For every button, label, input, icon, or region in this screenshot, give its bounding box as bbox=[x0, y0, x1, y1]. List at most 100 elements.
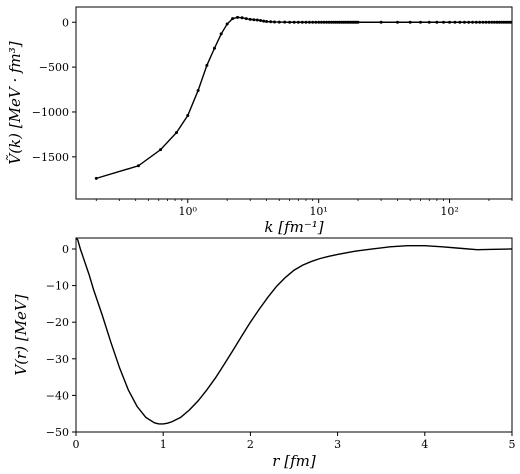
y-tick-label: −20 bbox=[46, 316, 69, 329]
y-tick-label: −10 bbox=[46, 280, 69, 293]
x-axis-label: r [fm] bbox=[272, 452, 316, 470]
data-point bbox=[265, 20, 269, 24]
y-tick-label: 0 bbox=[62, 16, 69, 29]
data-point bbox=[317, 20, 321, 24]
data-point bbox=[262, 19, 266, 23]
plot-frame bbox=[75, 237, 513, 433]
data-point bbox=[259, 18, 263, 22]
series-line bbox=[76, 238, 512, 425]
data-point bbox=[219, 32, 223, 36]
plot-frame bbox=[75, 6, 513, 200]
data-point bbox=[448, 20, 452, 24]
y-tick-label: −50 bbox=[46, 426, 69, 439]
k-space-potential-chart: 10⁰ 10¹ 10² 0 −500 −1000 −1500 k [fm⁻¹] Ṽ(k) … bbox=[6, 6, 513, 236]
data-point bbox=[196, 88, 200, 92]
data-point bbox=[471, 20, 475, 24]
x-tick-label: 2 bbox=[247, 438, 254, 451]
x-tick-label: 10² bbox=[440, 205, 458, 218]
data-point bbox=[467, 20, 471, 24]
data-point bbox=[296, 20, 300, 24]
y-tick-label: −500 bbox=[39, 61, 69, 74]
series-group bbox=[94, 15, 512, 180]
y-tick-label: −1000 bbox=[32, 106, 69, 119]
data-point bbox=[94, 176, 98, 180]
y-tick-label: 0 bbox=[62, 243, 69, 256]
data-point bbox=[205, 63, 209, 67]
data-point bbox=[458, 20, 462, 24]
data-point bbox=[236, 15, 240, 19]
data-point bbox=[319, 20, 323, 24]
data-point bbox=[269, 20, 273, 24]
data-point bbox=[453, 20, 457, 24]
data-point bbox=[504, 20, 508, 24]
x-tick-label: 5 bbox=[509, 438, 516, 451]
data-point bbox=[334, 20, 338, 24]
data-point bbox=[481, 20, 485, 24]
y-tick-label: −40 bbox=[46, 389, 69, 402]
data-point bbox=[273, 20, 277, 24]
data-point bbox=[495, 20, 499, 24]
data-point bbox=[478, 20, 482, 24]
data-point bbox=[329, 20, 333, 24]
data-point bbox=[435, 20, 439, 24]
data-point bbox=[304, 20, 308, 24]
y-axis-label: Ṽ(k) [MeV · fm³] bbox=[6, 41, 24, 164]
data-point bbox=[159, 148, 163, 152]
data-point bbox=[442, 20, 446, 24]
data-point bbox=[379, 20, 383, 24]
x-tick-label: 10¹ bbox=[309, 205, 327, 218]
data-point bbox=[487, 20, 491, 24]
data-point bbox=[322, 20, 326, 24]
data-point bbox=[240, 16, 244, 20]
data-point bbox=[277, 20, 281, 24]
r-space-potential-chart: 0 1 2 3 4 5 0 −10 −20 −30 −40 −50 r [fm] V(r) [MeV] bbox=[12, 237, 516, 470]
data-point bbox=[300, 20, 304, 24]
y-tick-label: −1500 bbox=[32, 151, 69, 164]
data-point bbox=[332, 20, 336, 24]
data-point bbox=[292, 20, 296, 24]
data-point bbox=[231, 17, 235, 21]
data-point bbox=[395, 20, 399, 24]
tick-group: 10⁰ 10¹ 10² 0 −500 −1000 −1500 bbox=[32, 16, 513, 218]
data-point bbox=[252, 18, 256, 22]
data-point bbox=[356, 20, 360, 24]
data-point bbox=[484, 20, 488, 24]
data-point bbox=[325, 20, 329, 24]
data-point bbox=[419, 20, 423, 24]
y-axis-label: V(r) [MeV] bbox=[12, 294, 30, 375]
data-point bbox=[408, 20, 412, 24]
x-tick-label: 0 bbox=[73, 438, 80, 451]
data-point bbox=[490, 20, 494, 24]
data-point bbox=[283, 20, 287, 24]
data-point bbox=[497, 20, 501, 24]
data-point bbox=[492, 20, 496, 24]
data-point bbox=[462, 20, 466, 24]
data-point bbox=[327, 20, 331, 24]
x-tick-label: 3 bbox=[334, 438, 341, 451]
data-point bbox=[212, 46, 216, 50]
data-point bbox=[174, 131, 178, 135]
x-axis-label: k [fm⁻¹] bbox=[264, 218, 323, 236]
data-point bbox=[311, 20, 315, 24]
data-point bbox=[427, 20, 431, 24]
x-tick-label: 10⁰ bbox=[179, 205, 198, 218]
data-point bbox=[136, 164, 140, 168]
data-point bbox=[244, 17, 248, 21]
x-tick-label: 4 bbox=[421, 438, 428, 451]
data-point bbox=[314, 20, 318, 24]
series-group bbox=[76, 238, 512, 425]
data-point bbox=[288, 20, 292, 24]
x-tick-label: 1 bbox=[160, 438, 167, 451]
data-point bbox=[248, 17, 252, 21]
data-point bbox=[307, 20, 311, 24]
data-point bbox=[510, 20, 512, 24]
data-point bbox=[255, 18, 259, 22]
data-point bbox=[225, 22, 229, 26]
data-point bbox=[186, 114, 190, 118]
y-tick-label: −30 bbox=[46, 353, 69, 366]
data-point bbox=[474, 20, 478, 24]
series-line bbox=[96, 16, 512, 180]
data-point bbox=[500, 20, 504, 24]
data-point bbox=[502, 20, 506, 24]
